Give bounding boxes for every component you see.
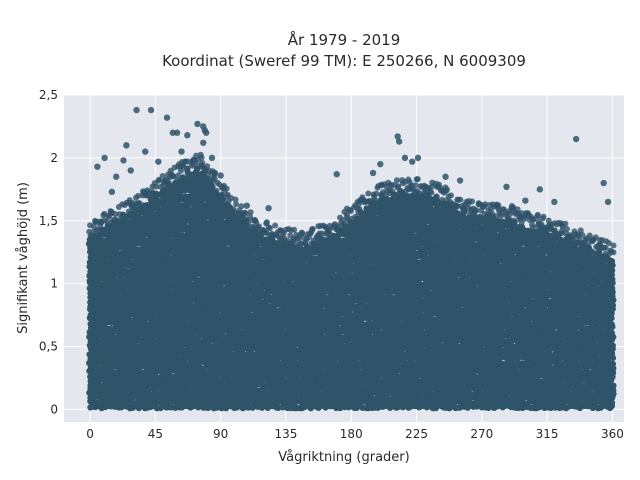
scatter-point (94, 281, 102, 288)
scatter-point (272, 222, 279, 229)
scatter-point (238, 203, 245, 210)
scatter-point (266, 225, 273, 232)
scatter-point (135, 192, 142, 199)
scatter-point (103, 258, 110, 266)
scatter-point (252, 217, 259, 224)
scatter-point (303, 236, 310, 243)
scatter-point (198, 154, 205, 161)
scatter-point (104, 218, 111, 225)
scatter-point (232, 196, 239, 203)
scatter-point (291, 226, 298, 233)
scatter-point (107, 208, 114, 215)
scatter-point (153, 183, 160, 190)
scatter-point (126, 360, 133, 367)
scatter-point (90, 223, 97, 230)
scatter-point (184, 165, 191, 172)
data-points (85, 106, 617, 412)
scatter-point (152, 373, 159, 381)
scatter-point (103, 372, 111, 380)
scatter-point (223, 185, 230, 192)
scatter-point (309, 226, 316, 233)
scatter-point (109, 267, 116, 274)
scatter-point (112, 211, 119, 218)
scatter-point (356, 206, 363, 213)
scatter-point (373, 190, 380, 197)
scatter-point (214, 179, 221, 186)
scatter-point (144, 187, 151, 194)
scatter-point (153, 227, 160, 234)
scatter-point (298, 229, 305, 236)
dense-point-cloud (85, 151, 617, 412)
scatter-point (100, 212, 107, 219)
scatter-point (365, 190, 372, 197)
scatter-point (199, 159, 206, 166)
